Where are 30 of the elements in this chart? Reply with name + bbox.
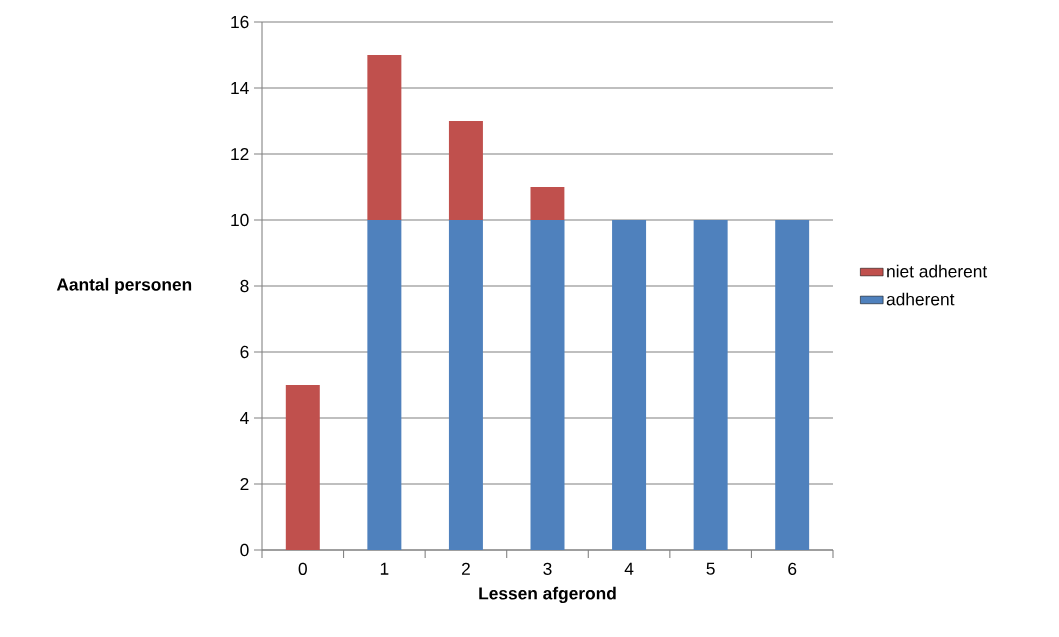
y-tick-label: 12	[231, 147, 249, 161]
x-tick-label: 4	[624, 562, 634, 575]
y-tick-label: 14	[231, 82, 249, 94]
y-tick-label: 0	[240, 543, 249, 557]
y-tick-label: 8	[240, 279, 249, 293]
x-tick-label: 5	[706, 562, 715, 575]
bar	[448, 121, 483, 220]
bar	[367, 220, 402, 550]
y-tick-label: 16	[231, 15, 249, 29]
x-tick-label: 3	[543, 562, 552, 575]
y-axis-title: Aantal personen	[56, 277, 192, 295]
x-tick-label: 0	[298, 562, 307, 575]
bar	[693, 220, 728, 550]
bar	[285, 385, 320, 550]
bar	[775, 220, 810, 550]
y-tick-label: 6	[240, 345, 249, 359]
bar	[448, 220, 483, 550]
y-tick-label: 4	[240, 412, 249, 424]
bar	[612, 220, 647, 550]
x-axis-title: Lessen afgerond	[479, 586, 616, 604]
y-tick-label: 10	[231, 213, 249, 227]
x-tick-label: 2	[461, 562, 470, 575]
x-tick-label: 1	[380, 562, 389, 575]
legend-label: niet adherent	[887, 264, 988, 278]
bar	[530, 220, 565, 550]
x-tick-label: 6	[788, 562, 797, 575]
bar	[530, 187, 565, 220]
bar	[367, 55, 402, 220]
legend-label: adherent	[886, 292, 955, 306]
y-tick-label: 2	[240, 477, 249, 491]
